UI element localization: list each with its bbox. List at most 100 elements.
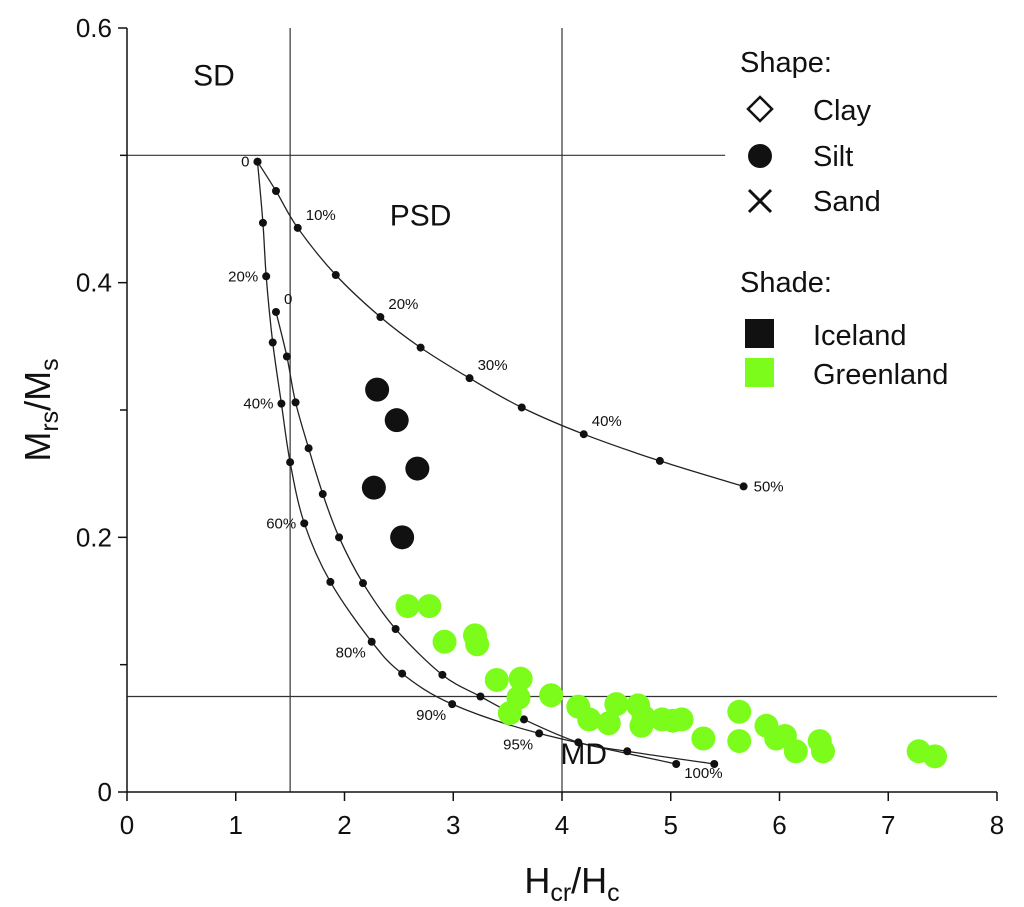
mixing-curve-marker <box>376 313 385 322</box>
legend-label-sand: Sand <box>813 186 881 218</box>
x-tick-label: 0 <box>120 810 134 840</box>
iceland-point <box>365 377 390 402</box>
legend-item-greenland: Greenland <box>745 358 948 391</box>
x-title-sub1: cr <box>550 879 571 907</box>
y-tick-label: 0 <box>98 777 112 807</box>
legend-shade-title: Shade: <box>740 267 832 299</box>
mixing-curve-marker <box>623 747 632 756</box>
iceland-point <box>384 408 409 433</box>
data-points <box>361 377 948 769</box>
curve-label: 90% <box>416 707 446 724</box>
y-title-sub1: rs <box>36 411 64 432</box>
iceland-point <box>405 456 430 481</box>
greenland-point <box>497 701 522 726</box>
mixing-curves <box>253 157 748 768</box>
greenland-point <box>417 594 442 619</box>
x-tick-label: 6 <box>772 810 786 840</box>
iceland-point <box>390 525 415 550</box>
curve-label: 40% <box>243 396 273 413</box>
mixing-curve-marker <box>318 490 327 499</box>
y-tick-label: 0.2 <box>76 522 112 552</box>
greenland-point <box>691 726 716 751</box>
legend-item-clay: Clay <box>746 95 872 127</box>
x-tick-label: 3 <box>446 810 460 840</box>
mixing-curve-marker <box>271 307 280 316</box>
y-tick-label: 0.6 <box>76 13 112 43</box>
greenland-point <box>577 707 602 732</box>
legend-shape-title: Shape: <box>740 47 832 79</box>
greenland-point <box>465 632 490 657</box>
mixing-curve-marker <box>672 759 681 768</box>
curve-label: 20% <box>228 268 258 285</box>
curve-label: 20% <box>388 296 418 313</box>
x-tick-label: 2 <box>337 810 351 840</box>
curve-label: 60% <box>266 515 296 532</box>
curve-label: 40% <box>592 413 622 430</box>
greenland-point <box>604 692 629 717</box>
mixing-curve-marker <box>710 759 719 768</box>
greenland-point <box>631 704 656 729</box>
legend-label-greenland: Greenland <box>813 359 948 391</box>
x-axis-title: Hcr/Hc <box>524 860 619 907</box>
mixing-curve-marker <box>465 374 474 383</box>
x-title-sub2: c <box>607 879 620 907</box>
legend-label-silt: Silt <box>813 141 853 173</box>
greenland-point <box>539 683 564 708</box>
curve-label: 50% <box>754 478 784 495</box>
mixing-curve-marker <box>335 533 344 542</box>
mixing-curve-marker <box>579 430 588 439</box>
diamond-icon <box>746 95 774 123</box>
mixing-curve-marker <box>391 625 400 634</box>
x-title-main: H <box>524 860 550 901</box>
mixing-curve-marker <box>476 692 485 701</box>
region-label-psd: PSD <box>390 199 452 232</box>
x-title-sep: /H <box>571 860 607 901</box>
mixing-curve-marker <box>268 338 277 347</box>
y-title-sep: /M <box>17 371 58 411</box>
iceland-point <box>361 475 386 500</box>
mixing-curve-marker <box>739 482 748 491</box>
region-label-sd: SD <box>193 59 235 92</box>
greenland-point <box>727 729 752 754</box>
iceland-swatch <box>745 319 774 348</box>
mixing-curve-marker <box>300 519 309 528</box>
curve-label: 80% <box>336 645 366 662</box>
curve-label: 30% <box>478 357 508 374</box>
curve-label: 0 <box>241 154 249 171</box>
x-tick-label: 4 <box>555 810 569 840</box>
greenland-point <box>811 739 835 764</box>
mixing-curve-marker <box>398 669 407 678</box>
y-tick-label: 0.4 <box>76 268 112 298</box>
mixing-curve-marker <box>277 399 286 408</box>
greenland-point <box>484 667 509 692</box>
region-label-md: MD <box>560 738 607 771</box>
region-labels: SD PSD MD <box>193 59 607 771</box>
mixing-curve-marker <box>286 458 295 467</box>
mixing-curve-labels: 0 10% 20% 30% 40% 50% 20% 40% 60% 80% 90% 95% 100% 0 <box>228 154 783 782</box>
mixing-curve-marker <box>535 729 544 738</box>
curve-label: 100% <box>684 765 722 782</box>
x-tick-label: 8 <box>990 810 1004 840</box>
mixing-curve-marker <box>253 157 262 166</box>
greenland-swatch <box>745 358 774 387</box>
greenland-point <box>432 629 457 654</box>
greenland-point <box>783 739 808 764</box>
legend-item-silt: Silt <box>748 141 853 173</box>
mixing-curve-marker <box>293 223 302 232</box>
mixing-curve-marker <box>258 218 267 227</box>
mixing-curve-marker <box>271 186 280 195</box>
x-tick-label: 5 <box>664 810 678 840</box>
cross-icon <box>747 188 773 214</box>
svg-text:Hcr/Hc: Hcr/Hc <box>524 860 619 907</box>
mixing-curve-line <box>256 161 677 765</box>
y-axis-title: Mrs/Ms <box>17 358 64 461</box>
greenland-point <box>923 744 948 769</box>
legend-label-iceland: Iceland <box>813 320 907 352</box>
mixing-curve-marker <box>291 398 300 407</box>
curve-label: 10% <box>306 207 336 224</box>
legend: Shape: Clay Silt Sand Shade: Iceland Gre… <box>740 47 948 391</box>
legend-item-iceland: Iceland <box>745 319 907 352</box>
curve-label: 95% <box>503 736 533 753</box>
mixing-curve-marker <box>655 456 664 465</box>
